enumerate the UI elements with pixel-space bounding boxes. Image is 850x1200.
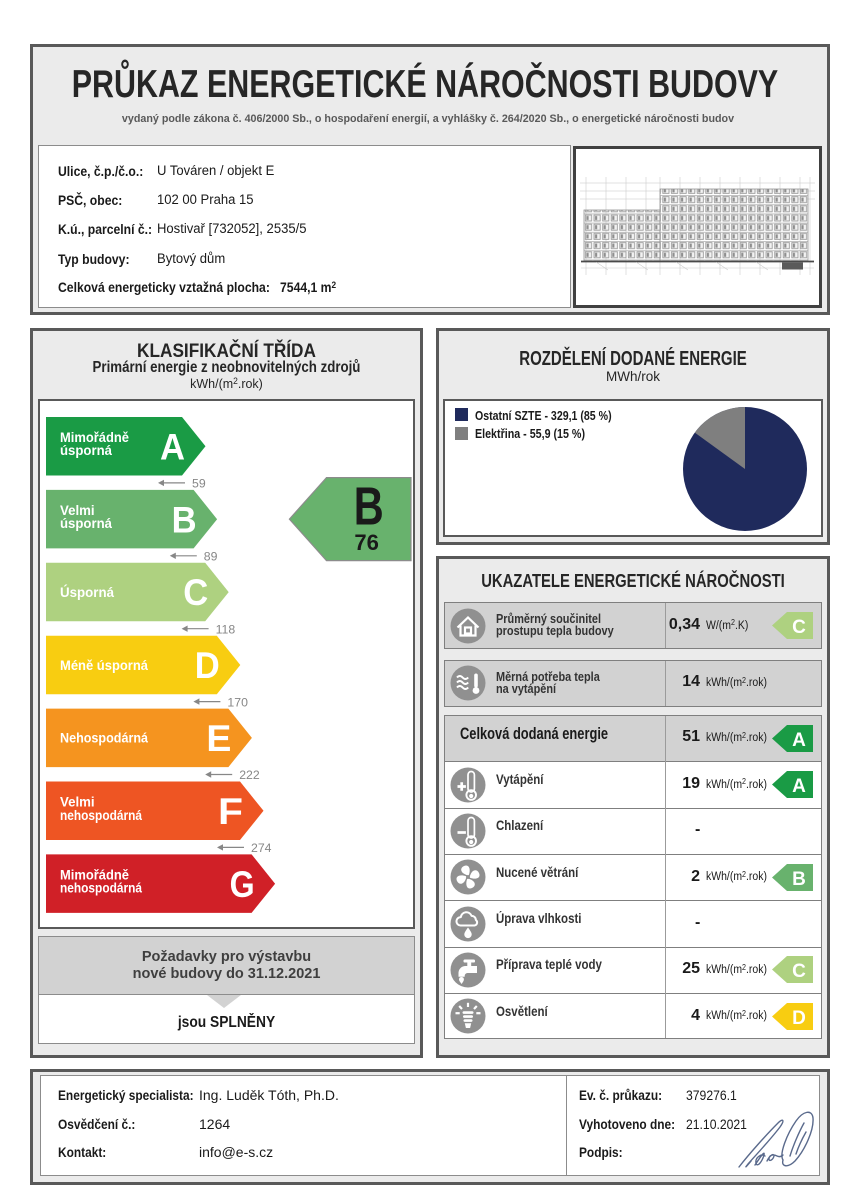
svg-text:B: B bbox=[354, 477, 384, 537]
svg-text:B: B bbox=[792, 868, 806, 889]
svg-text:D: D bbox=[195, 645, 220, 686]
svg-text:76: 76 bbox=[354, 530, 378, 555]
svg-text:D: D bbox=[792, 1008, 806, 1029]
svg-text:274: 274 bbox=[251, 841, 272, 855]
svg-text:170: 170 bbox=[227, 695, 248, 709]
svg-text:C: C bbox=[183, 572, 208, 613]
svg-text:Méně úsporná: Méně úsporná bbox=[60, 658, 148, 673]
svg-text:Mimořádně: Mimořádně bbox=[60, 867, 129, 882]
svg-text:89: 89 bbox=[204, 550, 218, 564]
svg-text:E: E bbox=[206, 718, 231, 759]
svg-text:Velmi: Velmi bbox=[60, 794, 95, 809]
svg-text:C: C bbox=[792, 961, 806, 982]
svg-text:G: G bbox=[230, 864, 255, 905]
svg-text:222: 222 bbox=[239, 768, 260, 782]
svg-text:Nehospodárná: Nehospodárná bbox=[60, 731, 148, 746]
svg-text:59: 59 bbox=[192, 477, 206, 491]
svg-text:úsporná: úsporná bbox=[60, 443, 112, 458]
svg-text:A: A bbox=[160, 427, 185, 468]
svg-text:A: A bbox=[792, 729, 806, 750]
svg-text:118: 118 bbox=[216, 622, 236, 636]
svg-text:C: C bbox=[792, 617, 806, 638]
svg-text:Velmi: Velmi bbox=[60, 503, 95, 518]
svg-text:B: B bbox=[172, 499, 197, 540]
svg-text:úsporná: úsporná bbox=[60, 516, 112, 531]
svg-text:Mimořádně: Mimořádně bbox=[60, 430, 129, 445]
svg-text:nehospodárná: nehospodárná bbox=[60, 808, 142, 823]
svg-text:F: F bbox=[218, 791, 243, 832]
svg-text:Úsporná: Úsporná bbox=[60, 585, 114, 600]
svg-text:nehospodárná: nehospodárná bbox=[60, 881, 142, 896]
svg-text:A: A bbox=[792, 776, 806, 797]
